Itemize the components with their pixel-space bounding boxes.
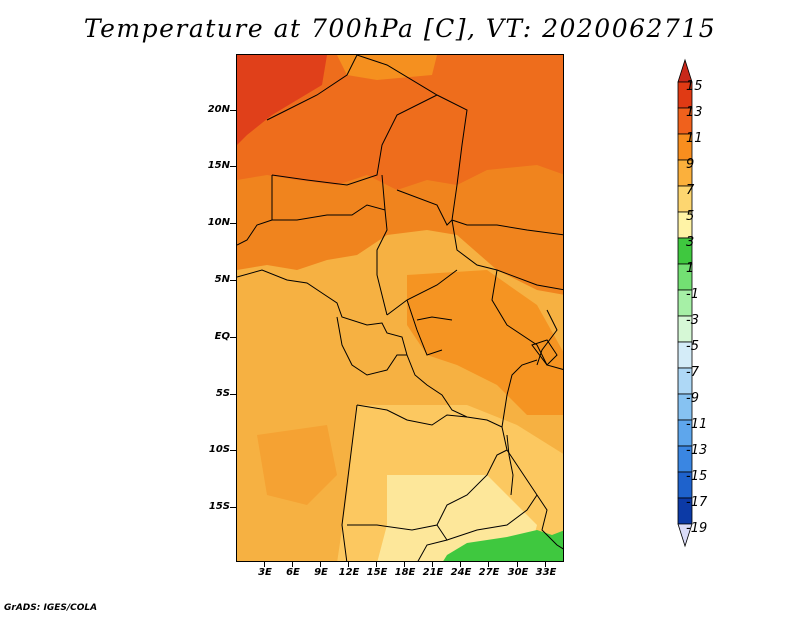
footer-credit: GrADS: IGES/COLA: [4, 603, 98, 613]
lon-tick: [404, 562, 405, 567]
lon-tick: [545, 562, 546, 567]
colorbar-label: -19: [686, 521, 708, 536]
lon-label-9e: 9E: [314, 567, 328, 578]
colorbar-label: -17: [686, 495, 708, 510]
lat-tick: [230, 280, 236, 281]
colorbar-label: -9: [686, 391, 699, 406]
lon-tick: [264, 562, 265, 567]
colorbar-label: 11: [686, 131, 703, 146]
lat-tick: [230, 507, 236, 508]
colorbar: [677, 58, 693, 548]
lon-tick: [320, 562, 321, 567]
lon-tick: [517, 562, 518, 567]
colorbar-label: 7: [686, 183, 695, 198]
lon-label-3e: 3E: [258, 567, 272, 578]
lon-tick: [376, 562, 377, 567]
colorbar-label: 1: [686, 261, 695, 276]
colorbar-label: -5: [686, 339, 699, 354]
colorbar-label: -11: [686, 417, 708, 432]
colorbar-label: 15: [686, 79, 703, 94]
lon-label-30e: 30E: [507, 567, 529, 578]
lat-tick: [230, 223, 236, 224]
colorbar-label: 13: [686, 105, 703, 120]
lon-label-18e: 18E: [394, 567, 416, 578]
lon-label-33e: 33E: [535, 567, 557, 578]
lat-label-15s: 15S: [208, 501, 230, 512]
colorbar-label: 5: [686, 209, 695, 224]
lon-label-24e: 24E: [450, 567, 472, 578]
chart-title: Temperature at 700hPa [C], VT: 202006271…: [83, 14, 717, 43]
lat-tick: [230, 166, 236, 167]
temperature-map: [236, 54, 564, 562]
lon-tick: [460, 562, 461, 567]
colorbar-label: -15: [686, 469, 708, 484]
lat-label-20n: 20N: [207, 104, 230, 115]
lon-label-15e: 15E: [366, 567, 388, 578]
lat-label-10n: 10N: [207, 217, 230, 228]
colorbar-label: -13: [686, 443, 708, 458]
colorbar-label: 3: [686, 235, 695, 250]
lon-tick: [292, 562, 293, 567]
shade-south-cold: [443, 530, 563, 561]
lon-tick: [432, 562, 433, 567]
lon-tick: [348, 562, 349, 567]
colorbar-label: 9: [686, 157, 695, 172]
lat-tick: [230, 394, 236, 395]
lat-label-5n: 5N: [214, 274, 230, 285]
coastline: [237, 269, 563, 550]
shade-north-hot: [237, 55, 563, 190]
lat-label-15n: 15N: [207, 160, 230, 171]
lon-label-27e: 27E: [478, 567, 500, 578]
colorbar-bottom-triangle: [677, 523, 693, 548]
lon-tick: [488, 562, 489, 567]
borders: [237, 55, 563, 561]
shade-ocean-patch: [257, 425, 337, 505]
lon-label-21e: 21E: [422, 567, 444, 578]
lon-label-12e: 12E: [338, 567, 360, 578]
map-svg: [237, 55, 563, 561]
shade-central-warm: [407, 270, 563, 415]
lon-label-6e: 6E: [286, 567, 300, 578]
lat-tick: [230, 450, 236, 451]
colorbar-label: -7: [686, 365, 699, 380]
shade-northwest-hottest: [237, 55, 327, 145]
colorbar-label: -1: [686, 287, 699, 302]
colorbar-label: -3: [686, 313, 699, 328]
lat-tick: [230, 110, 236, 111]
lat-label-10s: 10S: [208, 444, 230, 455]
lat-label-eq: EQ: [214, 331, 230, 342]
lat-tick: [230, 337, 236, 338]
lat-label-5s: 5S: [215, 388, 230, 399]
shade-north-patch: [337, 55, 437, 80]
